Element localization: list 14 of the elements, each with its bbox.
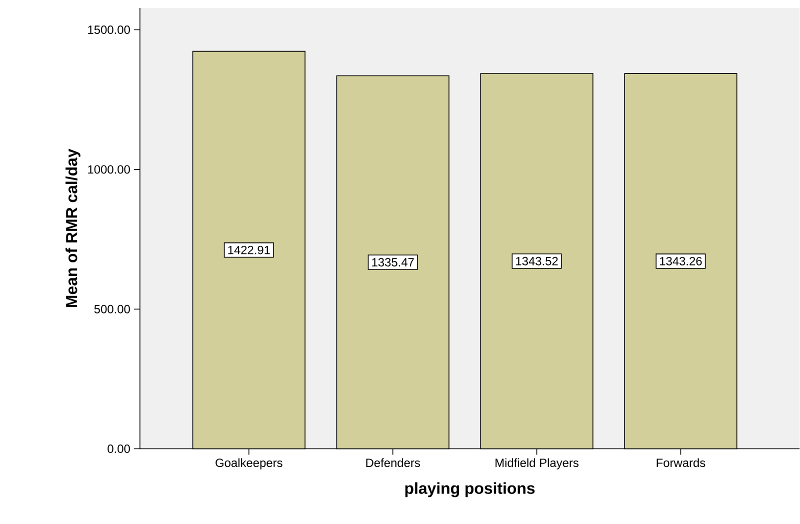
x-tick-label: Goalkeepers [216, 458, 282, 470]
x-tick-label: Forwards [656, 458, 706, 468]
x-axis-title: playing positions [405, 482, 535, 498]
y-tick-label: 0.00 [108, 444, 130, 454]
data-label: 1343.52 [516, 257, 558, 266]
x-tick-label: Defenders [366, 458, 420, 468]
data-label: 1343.26 [660, 257, 702, 266]
x-tick-label: Midfield Players [496, 458, 578, 470]
y-tick-label: 1000.00 [88, 165, 130, 174]
y-tick-label: 500.00 [94, 305, 130, 314]
data-label: 1335.47 [372, 258, 414, 267]
data-label: 1422.91 [228, 246, 270, 254]
y-axis-title: Mean of RMR cal/day [66, 148, 80, 308]
y-tick-label: 1500.00 [88, 26, 130, 34]
